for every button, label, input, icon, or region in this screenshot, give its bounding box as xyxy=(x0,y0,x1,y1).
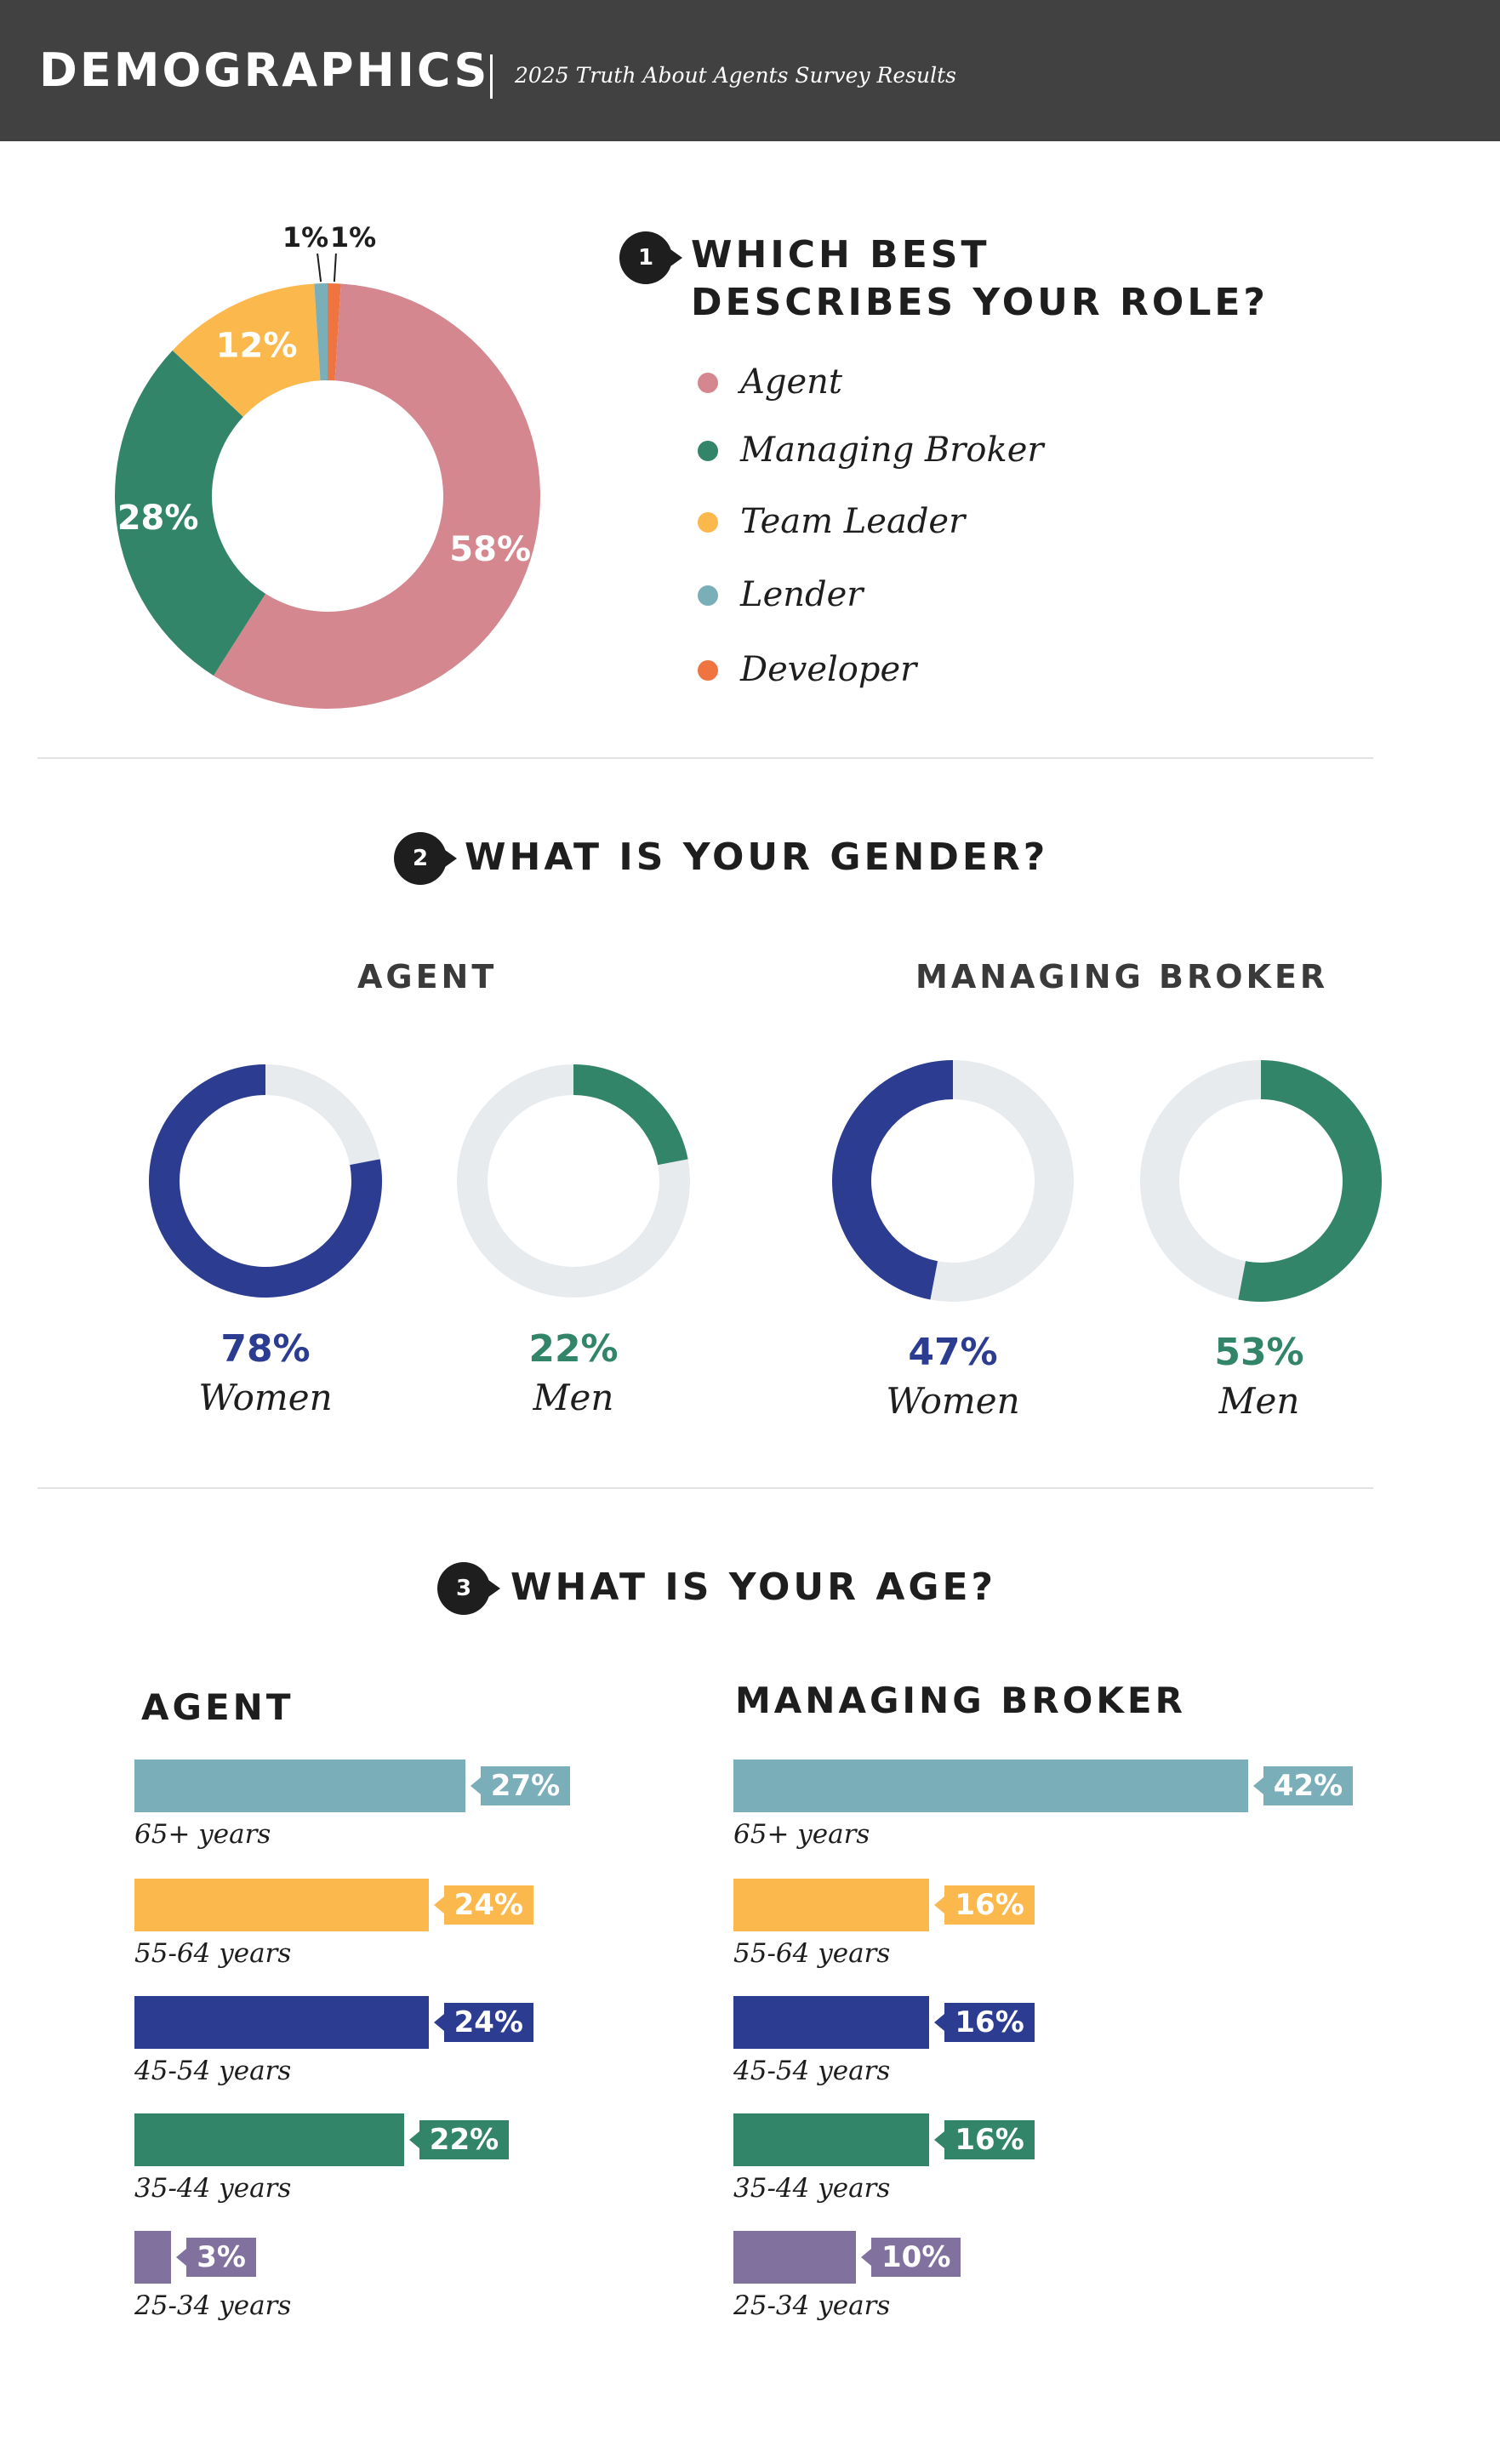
age-bar xyxy=(733,1879,930,1931)
age-bar xyxy=(134,2113,404,2166)
age-bar xyxy=(134,1760,465,1812)
age-bar-label: 45-54 years xyxy=(134,2056,292,2086)
gender-agent-title: AGENT xyxy=(357,958,498,995)
slice-value-label: 58% xyxy=(449,530,531,569)
legend-swatch xyxy=(698,660,718,681)
age-bar xyxy=(134,1996,429,2049)
age-bar-value: 42% xyxy=(1252,1766,1354,1805)
age-bar-label: 65+ years xyxy=(134,1819,271,1850)
age-bar-label: 35-44 years xyxy=(733,2173,891,2204)
broker-men-pct: 53% xyxy=(1214,1331,1304,1374)
age-bar-value: 10% xyxy=(860,2238,961,2277)
slice-leader-line xyxy=(317,253,322,282)
agent-women-pct: 78% xyxy=(220,1327,311,1371)
agent-men-ring xyxy=(573,1064,688,1166)
age-bar-value: 16% xyxy=(934,2120,1035,2159)
age-bar-label: 25-34 years xyxy=(733,2290,891,2321)
question-3-badge: 3 xyxy=(437,1562,500,1615)
age-bar-value: 27% xyxy=(470,1766,571,1805)
age-bar xyxy=(733,2113,930,2166)
legend-label: Lender xyxy=(740,575,864,614)
age-bar-label: 35-44 years xyxy=(134,2173,292,2204)
broker-women-label: Women xyxy=(886,1380,1020,1422)
legend-swatch xyxy=(698,373,718,393)
question-1-title: WHICH BEST DESCRIBES YOUR ROLE? xyxy=(691,231,1269,327)
legend-label: Developer xyxy=(740,650,917,689)
age-bar xyxy=(733,1996,930,2049)
page-subtitle: 2025 Truth About Agents Survey Results xyxy=(515,63,956,88)
agent-men-label: Men xyxy=(533,1377,614,1418)
section-divider xyxy=(37,757,1373,759)
question-2-badge: 2 xyxy=(394,832,457,885)
question-2-title: WHAT IS YOUR GENDER? xyxy=(465,836,1049,879)
age-bar xyxy=(134,2231,172,2284)
slice-value-label: 1% xyxy=(282,221,328,254)
age-bar-label: 25-34 years xyxy=(134,2290,292,2321)
legend-swatch xyxy=(698,512,718,533)
slice-leader-line xyxy=(333,253,337,282)
page-title: DEMOGRAPHICS xyxy=(39,43,490,97)
legend-swatch xyxy=(698,441,718,461)
age-bar-value: 24% xyxy=(433,1885,533,1925)
slice-managing-broker xyxy=(115,350,266,676)
section-divider xyxy=(37,1487,1373,1489)
age-bar-value: 24% xyxy=(433,2003,533,2042)
age-bar xyxy=(134,1879,429,1931)
question-3-title: WHAT IS YOUR AGE? xyxy=(510,1566,997,1609)
age-bar xyxy=(733,1760,1248,1812)
age-bar-value: 16% xyxy=(934,2003,1035,2042)
agent-men-pct: 22% xyxy=(528,1327,619,1371)
slice-lender xyxy=(314,283,328,381)
broker-women-pct: 47% xyxy=(908,1331,998,1374)
age-bar xyxy=(733,2231,856,2284)
slice-value-label: 1% xyxy=(330,221,376,254)
agent-women-label: Women xyxy=(198,1377,333,1418)
slice-developer xyxy=(328,283,341,381)
question-1-title-line1: WHICH BEST xyxy=(691,233,990,277)
slice-value-label: 12% xyxy=(216,327,298,366)
gender-ring-charts xyxy=(149,1060,1382,1302)
age-bar-value: 3% xyxy=(176,2238,256,2277)
slice-value-label: 28% xyxy=(117,499,199,538)
age-bar-value: 16% xyxy=(934,1885,1035,1925)
age-broker-title: MANAGING BROKER xyxy=(735,1680,1186,1721)
age-bar-label: 55-64 years xyxy=(733,1938,891,1969)
role-donut-chart: 58% 28% 12% 1% 1% xyxy=(115,221,540,709)
gender-broker-title: MANAGING BROKER xyxy=(915,958,1329,995)
slice-team-leader xyxy=(172,283,321,417)
age-bar-label: 55-64 years xyxy=(134,1938,292,1969)
legend-label: Managing Broker xyxy=(740,431,1044,470)
broker-men-label: Men xyxy=(1218,1380,1300,1422)
age-bar-value: 22% xyxy=(408,2120,510,2159)
legend-label: Team Leader xyxy=(740,502,966,541)
question-1-badge: 1 xyxy=(619,231,682,284)
header-divider xyxy=(490,54,493,99)
question-1-title-line2: DESCRIBES YOUR ROLE? xyxy=(691,281,1269,324)
age-bar-label: 65+ years xyxy=(733,1819,870,1850)
page-header: DEMOGRAPHICS 2025 Truth About Agents Sur… xyxy=(0,0,1500,141)
legend-swatch xyxy=(698,585,718,606)
broker-women-ring xyxy=(832,1060,953,1300)
broker-men-ring xyxy=(1238,1060,1382,1302)
age-agent-title: AGENT xyxy=(141,1686,294,1728)
legend-label: Agent xyxy=(740,362,842,402)
slice-agent xyxy=(214,283,540,709)
age-bar-label: 45-54 years xyxy=(733,2056,891,2086)
